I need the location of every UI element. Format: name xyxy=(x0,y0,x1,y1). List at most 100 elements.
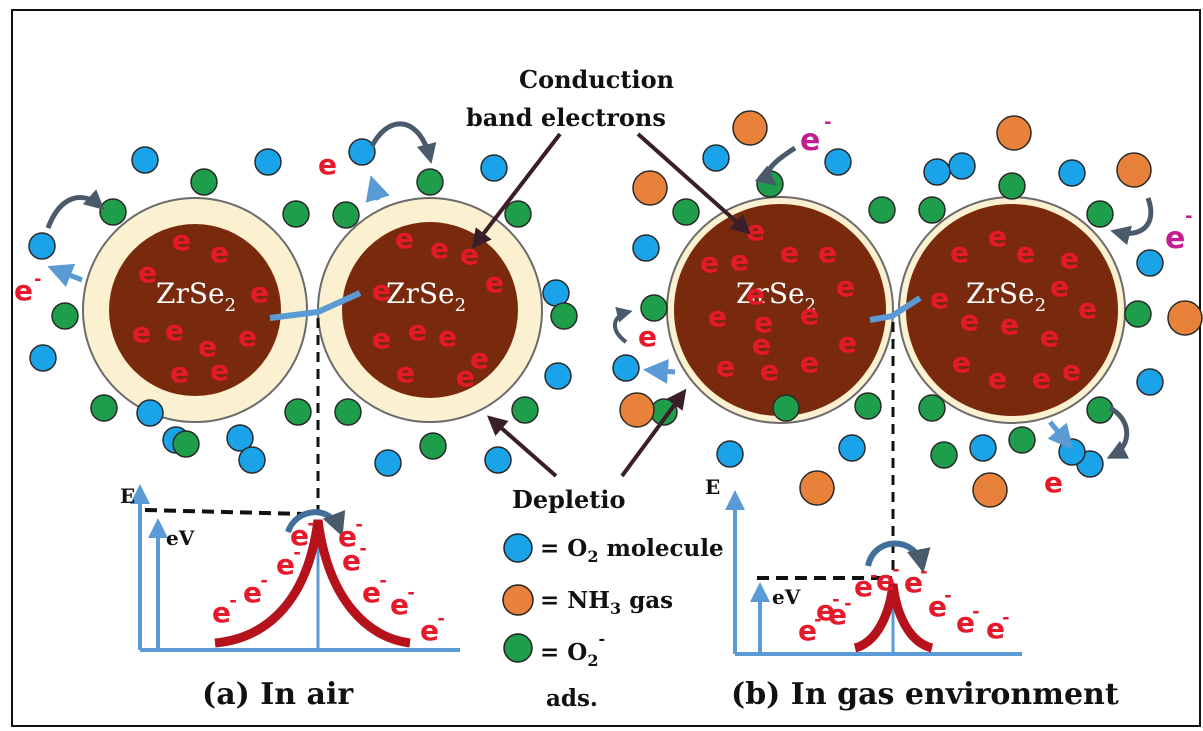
o2-adsorbed xyxy=(419,432,447,460)
band-electron-sup: - xyxy=(892,560,899,581)
core-electron: e xyxy=(960,304,979,337)
band-electron: e xyxy=(362,576,381,609)
nh3-arrow-right-2 xyxy=(1110,197,1154,246)
conduction-pointer-left xyxy=(471,132,562,250)
o2-molecule xyxy=(136,399,164,427)
o2-adsorbed xyxy=(334,398,362,426)
o2-adsorbed xyxy=(998,172,1026,200)
core-electron: e xyxy=(708,300,727,333)
band-electron-sup: - xyxy=(355,515,362,536)
core-electron: e xyxy=(408,314,427,347)
surface-molecules-left xyxy=(28,138,578,477)
band-electron: e xyxy=(986,612,1005,645)
o2-adsorbed xyxy=(772,394,800,422)
nh3-gas xyxy=(632,170,668,206)
core-electron: e xyxy=(165,314,184,347)
depletion-pointer-right xyxy=(620,388,687,478)
caption-b: (b) In gas environment xyxy=(731,677,1119,712)
o2-adsorbed xyxy=(172,430,200,458)
core-electron: e xyxy=(800,346,819,379)
nh3-gas xyxy=(1116,152,1152,188)
adsorption-arrow-right-1 xyxy=(613,306,633,344)
o2-molecule xyxy=(131,146,159,174)
band-electron: e xyxy=(342,544,361,577)
core-electron: e xyxy=(836,270,855,303)
grain-contact-left xyxy=(269,290,362,321)
o2-molecule xyxy=(544,362,572,390)
band-curve-left xyxy=(214,519,411,648)
band-electron-sup: - xyxy=(379,571,386,592)
core-electron: e xyxy=(170,356,189,389)
core-electron: e xyxy=(1040,320,1059,353)
band-electron: e xyxy=(816,594,835,627)
nh3-gas xyxy=(619,392,655,428)
core-electron: e xyxy=(838,326,857,359)
o2-adsorbed xyxy=(1086,200,1114,228)
conduction-label-line2: band electrons xyxy=(466,103,666,132)
o2-adsorbed xyxy=(1008,426,1036,454)
core-electron: e xyxy=(210,236,229,269)
o2-adsorbed xyxy=(504,200,532,228)
o2-adsorbed xyxy=(868,196,896,224)
core-electron: e xyxy=(238,320,257,353)
o2-molecule xyxy=(1058,159,1086,187)
band-electron-sup: - xyxy=(814,610,821,631)
barrier-label-left: eV xyxy=(166,526,195,550)
o2-adsorbed xyxy=(640,294,668,322)
core-electron: e xyxy=(988,362,1007,395)
o2-adsorbed xyxy=(1124,300,1152,328)
o2-adsorbed xyxy=(511,396,539,424)
electron-arrow-right-2 xyxy=(1047,420,1074,450)
core-electron: e xyxy=(456,360,475,393)
band-electron: e xyxy=(956,606,975,639)
conduction-label-line1: Conduction xyxy=(519,65,674,94)
electron-arrow-left-2 xyxy=(47,263,83,288)
core-electron: e xyxy=(1062,354,1081,387)
electron-sup-right-2: - xyxy=(1185,206,1192,227)
electron-released-left: e xyxy=(318,148,337,181)
o2-molecule xyxy=(824,148,852,176)
band-electron-sup: - xyxy=(407,583,414,604)
core-electron: e xyxy=(1078,292,1097,325)
core-electron: e xyxy=(930,282,949,315)
band-electron-sup: - xyxy=(972,602,979,623)
core-electron: e xyxy=(760,354,779,387)
core-label-left-1: ZrSe2 xyxy=(156,277,236,316)
core-electron: e xyxy=(132,316,151,349)
band-electron-sup: - xyxy=(920,562,927,583)
legend-nh3-label: = NH3 gas xyxy=(540,587,673,618)
o2-adsorbed xyxy=(416,168,444,196)
band-electron-sup: - xyxy=(437,609,444,630)
o2-adsorbed xyxy=(51,302,79,330)
nh3-gas xyxy=(799,470,835,506)
o2-molecule xyxy=(238,446,266,474)
barrier-hop-arrow-left xyxy=(285,509,346,537)
electron-sup-left-2: - xyxy=(34,269,41,290)
zrse2-core-left-2 xyxy=(342,222,518,398)
o2-molecule xyxy=(484,446,512,474)
band-electron-sup: - xyxy=(844,594,851,615)
o2-molecule xyxy=(226,424,254,452)
electron-donated-right-2: e xyxy=(1165,221,1185,256)
band-electron-sup: - xyxy=(229,591,236,612)
o2-adsorbed xyxy=(90,394,118,422)
conduction-pointer-right xyxy=(636,132,751,235)
o2-molecule xyxy=(948,152,976,180)
core-electron: e xyxy=(818,236,837,269)
band-electron: e xyxy=(338,520,357,553)
zrse2-core-right-2 xyxy=(906,204,1118,416)
nh3-gas xyxy=(732,110,768,146)
core-electron: e xyxy=(754,306,773,339)
band-electron: e xyxy=(854,570,873,603)
core-electron: e xyxy=(210,354,229,387)
barrier-top-dashed-left xyxy=(144,508,306,516)
energy-axis-label-right: E xyxy=(705,475,720,499)
o2-adsorbed xyxy=(550,302,578,330)
core-electron: e xyxy=(138,256,157,289)
zrse2-core-right-1 xyxy=(674,204,886,416)
core-electron: e xyxy=(438,320,457,353)
legend-o2-ads-line2: ads. xyxy=(546,685,598,712)
core-electron: e xyxy=(1050,270,1069,303)
core-electron: e xyxy=(198,330,217,363)
